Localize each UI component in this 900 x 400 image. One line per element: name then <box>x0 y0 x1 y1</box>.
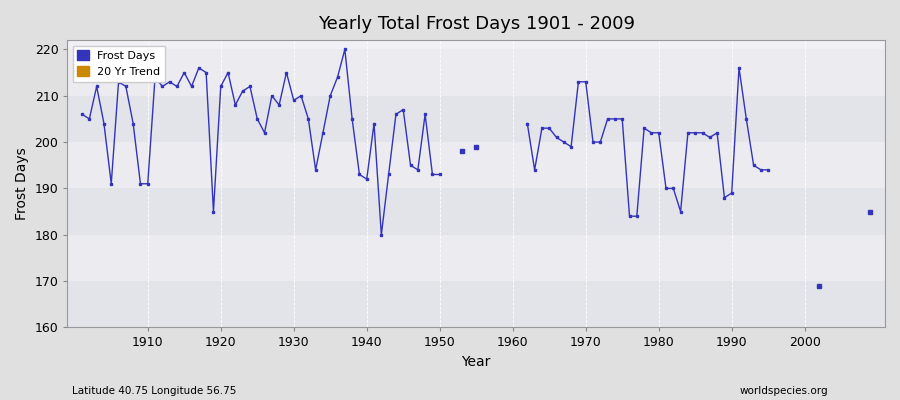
X-axis label: Year: Year <box>462 355 490 369</box>
Bar <box>68 49 885 96</box>
Text: worldspecies.org: worldspecies.org <box>740 386 828 396</box>
Bar <box>68 235 885 281</box>
Text: Latitude 40.75 Longitude 56.75: Latitude 40.75 Longitude 56.75 <box>72 386 237 396</box>
Bar <box>68 96 885 142</box>
Bar <box>68 142 885 188</box>
Title: Yearly Total Frost Days 1901 - 2009: Yearly Total Frost Days 1901 - 2009 <box>318 15 634 33</box>
Legend: Frost Days, 20 Yr Trend: Frost Days, 20 Yr Trend <box>73 46 165 82</box>
Bar <box>68 281 885 328</box>
Y-axis label: Frost Days: Frost Days <box>15 147 29 220</box>
Bar <box>68 188 885 235</box>
